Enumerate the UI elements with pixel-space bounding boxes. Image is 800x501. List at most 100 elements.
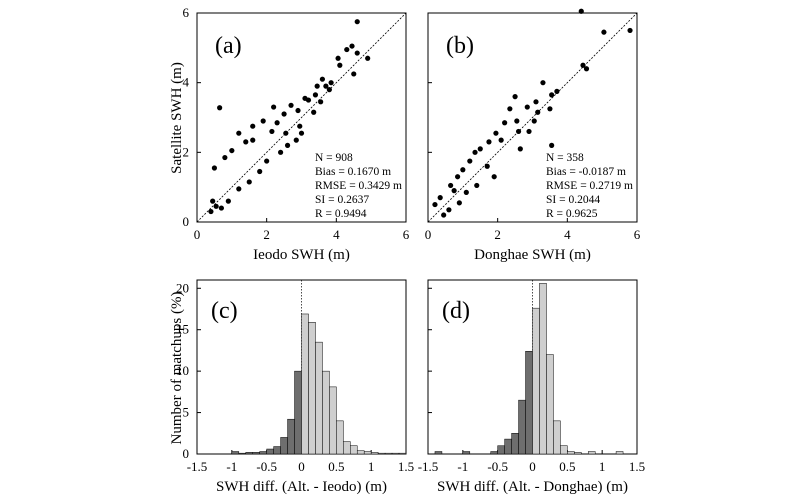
- y-tick-label: 10: [176, 363, 189, 378]
- scatter-point: [498, 137, 504, 143]
- scatter-point: [491, 174, 497, 180]
- y-tick-label: 2: [183, 144, 190, 159]
- x-tick-label: -0.5: [487, 459, 508, 474]
- x-tick-label: -1.5: [418, 459, 439, 474]
- histogram-bar: [301, 313, 309, 455]
- histogram-bar: [350, 445, 358, 455]
- panel-label: (c): [211, 298, 238, 324]
- y-tick-label: 0: [183, 214, 190, 229]
- scatter-point: [302, 95, 308, 101]
- y-tick-label: 20: [176, 280, 189, 295]
- scatter-point: [456, 200, 462, 206]
- scatter-point: [580, 62, 586, 68]
- histogram-bar: [259, 451, 267, 455]
- x-tick-label: 6: [634, 227, 641, 242]
- one-to-one-line: [196, 12, 407, 223]
- histogram-bar: [546, 354, 554, 455]
- scatter-point: [312, 92, 319, 98]
- x-tick-label: 1.5: [629, 459, 645, 474]
- scatter-point: [337, 62, 343, 68]
- histogram-bar: [567, 451, 575, 455]
- histogram-bar: [370, 452, 379, 455]
- scatter-point: [351, 71, 357, 77]
- stats-line: R = 0.9494: [315, 208, 367, 220]
- scatter-point: [578, 8, 584, 14]
- panel-b-scatter: 0 2 4 6 Donghae SWH (m) (b) N = 358 Bias = -0.0…: [425, 8, 641, 263]
- scatter-point: [278, 149, 284, 155]
- scatter-point: [222, 154, 228, 161]
- scatter-point: [213, 203, 219, 209]
- panel-label: (b): [446, 33, 474, 59]
- scatter-point: [517, 146, 523, 152]
- histogram-bar: [434, 451, 443, 455]
- histogram-bar: [273, 446, 281, 455]
- x-tick-label: 1.5: [398, 459, 414, 474]
- x-tick-label: 0: [529, 459, 536, 474]
- scatter-point: [288, 102, 294, 108]
- x-tick-label: 2: [494, 227, 501, 242]
- y-tick-label: 15: [176, 322, 189, 337]
- histogram-bar: [329, 386, 337, 455]
- scatter-point: [246, 179, 252, 185]
- panel-c-histogram: -1.5 -1 -0.5 0 0.5 1 1.5 0 5 10 15 20 SWH diff. (Alt…: [176, 279, 414, 495]
- scatter-point: [507, 106, 513, 112]
- stats-line: Bias = -0.0187 m: [546, 166, 626, 178]
- scatter-point: [349, 43, 355, 49]
- scatter-point: [533, 99, 539, 105]
- histogram-bar: [252, 452, 260, 455]
- scatter-point: [208, 208, 214, 215]
- histogram-bar: [518, 399, 526, 455]
- scatter-point: [455, 174, 461, 180]
- x-tick-label: 0: [194, 227, 201, 242]
- x-tick-label: 0: [425, 227, 432, 242]
- one-to-one-line: [427, 12, 638, 223]
- histogram-bar: [574, 452, 582, 455]
- histogram-bar: [497, 445, 505, 455]
- plot-frame: [196, 12, 407, 223]
- scatter-point: [554, 88, 560, 94]
- x-axis-label: Donghae SWH (m): [474, 247, 591, 263]
- x-axis-label: Ieodo SWH (m): [253, 247, 350, 263]
- scatter-point: [257, 168, 263, 175]
- histogram-bar: [238, 452, 247, 455]
- x-tick-label: 0.5: [328, 459, 344, 474]
- x-tick-label: 1: [599, 459, 606, 474]
- scatter-point: [484, 163, 490, 169]
- y-tick-label: 4: [183, 75, 190, 90]
- x-tick-label: -0.5: [256, 459, 277, 474]
- scatter-point: [540, 80, 546, 86]
- histogram-bar: [336, 420, 344, 455]
- scatter-point: [446, 207, 452, 213]
- scatter-point: [354, 50, 360, 56]
- scatter-point: [295, 107, 301, 114]
- scatter-point: [549, 142, 555, 148]
- histogram-bar: [462, 451, 471, 455]
- scatter-point: [283, 130, 289, 136]
- stats-line: N = 908: [315, 152, 353, 164]
- histogram-bar: [511, 433, 519, 455]
- scatter-point: [218, 205, 224, 211]
- x-axis-label: SWH diff. (Alt. - Ieodo) (m): [216, 479, 387, 495]
- histogram-bar: [377, 452, 386, 455]
- histogram-bar: [615, 451, 624, 455]
- x-tick-label: -1: [226, 459, 237, 474]
- scatter-point: [547, 106, 553, 112]
- panel-a-scatter: 0 2 4 6 0 2 4 6 Ieodo SWH (m) (a) N = 908 Bias = 0.…: [183, 5, 410, 263]
- histogram-bar: [363, 451, 372, 455]
- stats-line: R = 0.9625: [546, 208, 598, 220]
- scatter-point: [601, 29, 607, 35]
- scatter-point: [264, 158, 270, 164]
- histogram-bar: [539, 283, 547, 455]
- scatter-point: [486, 139, 492, 145]
- y-tick-label: 5: [183, 405, 190, 420]
- scatter-point: [524, 104, 530, 110]
- scatter-point: [472, 149, 478, 155]
- scatter-point: [210, 198, 216, 204]
- scatter-point: [326, 87, 332, 93]
- histogram-bar: [398, 452, 407, 455]
- scatter-point: [502, 120, 508, 126]
- scatter-point: [250, 137, 256, 143]
- ylabel-bottom: Number of matchups (%): [169, 292, 185, 445]
- scatter-point: [281, 111, 287, 117]
